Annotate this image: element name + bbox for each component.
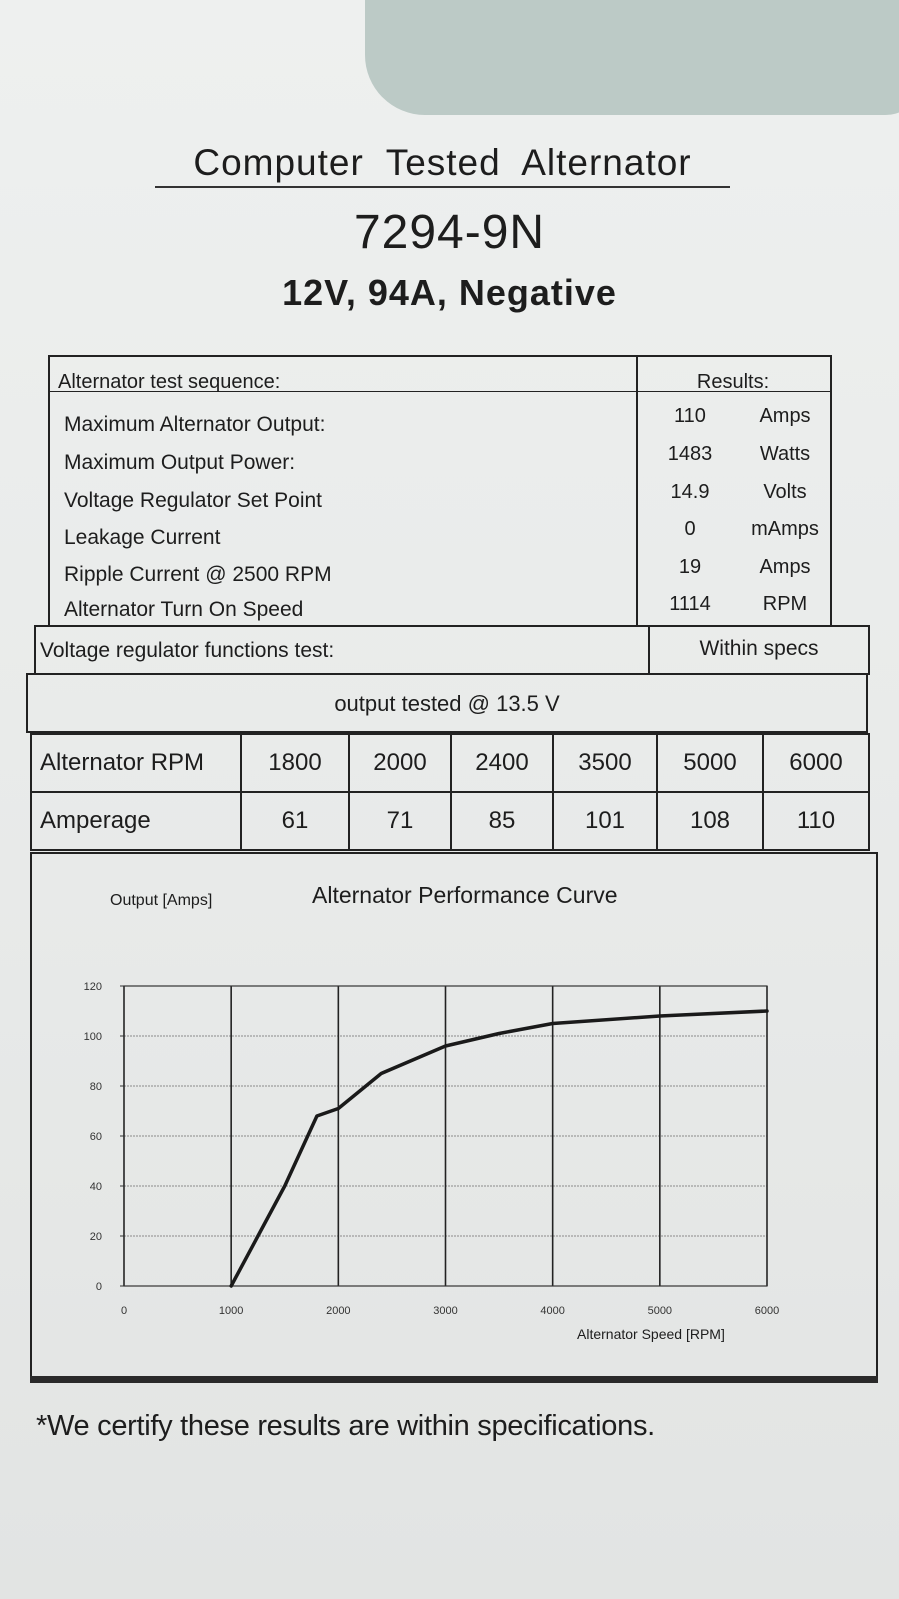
certification-note: *We certify these results are within spe… — [36, 1410, 655, 1442]
table-cell: 3500 — [552, 733, 658, 793]
x-tick-label: 1000 — [219, 1305, 243, 1317]
y-tick-label: 40 — [90, 1181, 102, 1193]
y-tick-label: 60 — [90, 1131, 102, 1143]
y-tick-label: 0 — [96, 1281, 102, 1293]
part-number: 7294-9N — [353, 206, 546, 259]
sequence-row-label: Ripple Current @ 2500 RPM — [64, 563, 332, 586]
sequence-row-label: Leakage Current — [64, 526, 221, 549]
table-cell: 71 — [348, 791, 452, 851]
report-title: Computer Tested Alternator — [155, 140, 730, 188]
y-axis-title: Output [Amps] — [110, 892, 213, 909]
x-tick-label: 4000 — [540, 1305, 564, 1317]
table-cell: 108 — [656, 791, 764, 851]
x-tick-label: 0 — [121, 1305, 127, 1317]
output-tested-row: output tested @ 13.5 V — [26, 673, 868, 733]
test-sequence-table: Alternator test sequence: Results: Maxim… — [48, 355, 832, 627]
performance-chart: 0 20 40 60 80 100 120 0 1000 2000 3000 4000 5000 6000 — [84, 981, 780, 1317]
tape-strip — [365, 0, 899, 115]
results-heading: Results: — [696, 371, 770, 393]
sequence-row-unit: Amps — [759, 556, 811, 578]
performance-curve-line — [229, 1009, 769, 1288]
sequence-row-value: 0 — [684, 518, 696, 540]
column-divider — [648, 627, 650, 673]
sequence-row-value: 19 — [678, 556, 702, 578]
sequence-row-value: 1114 — [669, 593, 711, 615]
table-cell: 6000 — [762, 733, 870, 793]
x-tick-label: 6000 — [755, 1305, 779, 1317]
table-cell: 1800 — [240, 733, 350, 793]
sequence-row-unit: Volts — [763, 481, 807, 503]
table-cell: 5000 — [656, 733, 764, 793]
plot-frame — [123, 985, 768, 1287]
header-rule — [50, 391, 830, 392]
output-tested-text: output tested @ 13.5 V — [334, 691, 560, 716]
table-cell: 61 — [240, 791, 350, 851]
regulator-test-row: Voltage regulator functions test: Within… — [34, 625, 870, 675]
sequence-row-unit: mAmps — [751, 518, 819, 540]
amperage-row-label: Amperage — [30, 791, 242, 851]
y-tick-label: 100 — [84, 1031, 102, 1043]
table-cell: 2400 — [450, 733, 554, 793]
sequence-row-unit: RPM — [762, 593, 808, 615]
y-tick-label: 120 — [84, 981, 102, 993]
bottom-rule — [30, 1376, 878, 1383]
sequence-row-value: 1483 — [667, 443, 713, 465]
x-tick-label: 5000 — [648, 1305, 672, 1317]
y-tick-label: 80 — [90, 1081, 102, 1093]
sequence-row-value: 110 — [674, 405, 706, 427]
sequence-row-label: Maximum Alternator Output: — [64, 413, 326, 436]
table-cell: 85 — [450, 791, 554, 851]
table-row: Alternator RPM 1800 2000 2400 3500 5000 … — [30, 733, 870, 793]
sequence-row-label: Voltage Regulator Set Point — [64, 489, 323, 512]
table-row: Amperage 61 71 85 101 108 110 — [30, 791, 870, 851]
sequence-row-label: Maximum Output Power: — [64, 451, 296, 474]
sequence-row-unit: Amps — [759, 405, 811, 427]
y-tick-label: 20 — [90, 1231, 102, 1243]
x-tick-label: 3000 — [433, 1305, 457, 1317]
table-cell: 2000 — [348, 733, 452, 793]
alternator-spec: 12V, 94A, Negative — [282, 272, 617, 313]
regulator-test-result: Within specs — [699, 637, 819, 660]
table-cell: 110 — [762, 791, 870, 851]
column-divider — [636, 357, 638, 625]
sequence-heading: Alternator test sequence: — [58, 371, 281, 393]
performance-chart-panel: Output [Amps] Alternator Performance Cur… — [30, 852, 878, 1380]
table-cell: 101 — [552, 791, 658, 851]
regulator-test-label: Voltage regulator functions test: — [40, 639, 335, 662]
rpm-amperage-table: Alternator RPM 1800 2000 2400 3500 5000 … — [30, 733, 870, 851]
sequence-row-unit: Watts — [759, 443, 811, 465]
sequence-row-value: 14.9 — [670, 481, 710, 503]
rpm-row-label: Alternator RPM — [30, 733, 242, 793]
x-axis-title: Alternator Speed [RPM] — [577, 1326, 725, 1342]
x-tick-label: 2000 — [326, 1305, 350, 1317]
sequence-row-label: Alternator Turn On Speed — [64, 598, 304, 621]
chart-title: Alternator Performance Curve — [312, 882, 618, 908]
